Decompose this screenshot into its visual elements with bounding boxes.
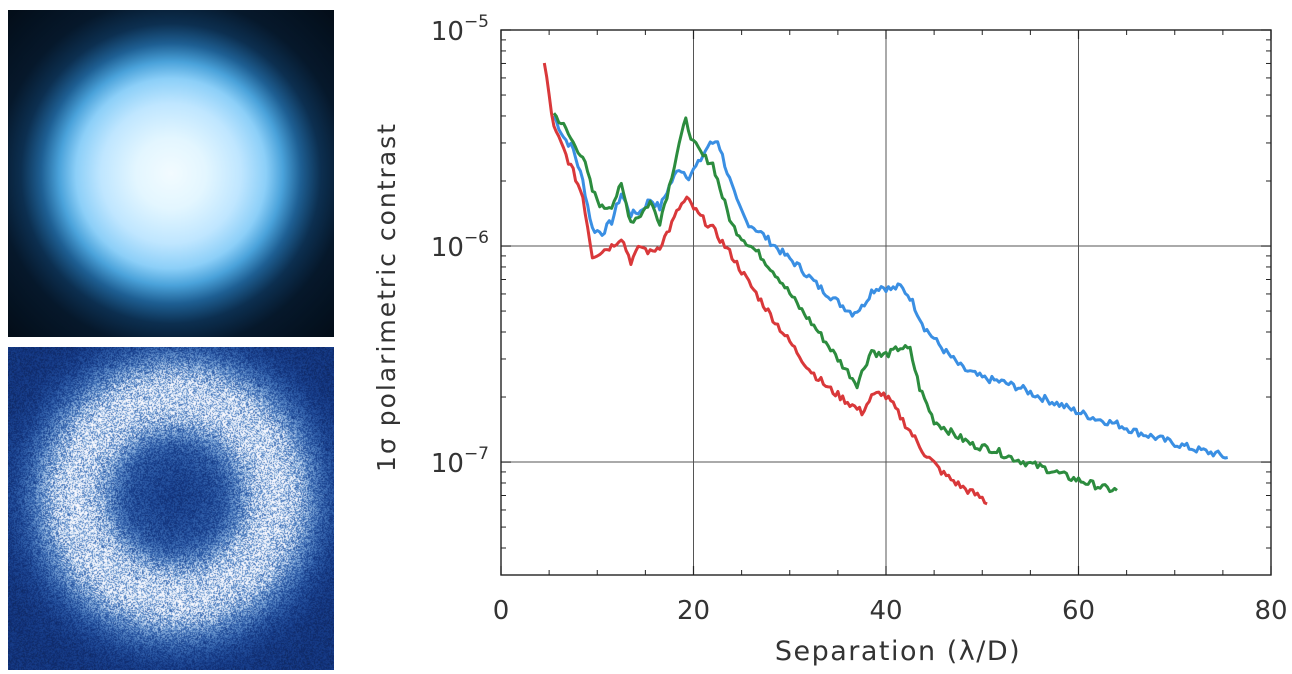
chart-svg: 0 20 40 60 80 10−5 10−6 10−7 Separation (λ/D) 1… <box>372 12 1288 667</box>
y-tick-label: 10−5 <box>431 12 489 47</box>
tick-labels: 0 20 40 60 80 10−5 10−6 10−7 <box>431 12 1288 626</box>
y-axis-label: 1σ polarimetric contrast <box>372 122 401 472</box>
intensity-image <box>8 10 334 337</box>
x-axis-label: Separation (λ/D) <box>775 636 1021 667</box>
series-line <box>542 62 988 506</box>
grid-lines <box>501 30 1271 575</box>
polarized-intensity-image <box>8 347 334 670</box>
x-tick-label: 60 <box>1062 596 1095 626</box>
axis-ticks <box>500 29 1272 576</box>
y-tick-label: 10−7 <box>431 444 489 479</box>
y-tick-exponent: −7 <box>464 444 489 464</box>
series-lines <box>542 62 1229 506</box>
y-tick-label: 10−6 <box>431 228 489 263</box>
x-tick-label: 40 <box>869 596 902 626</box>
y-tick-exponent: −5 <box>464 12 489 32</box>
x-tick-label: 20 <box>677 596 710 626</box>
x-tick-label: 80 <box>1254 596 1287 626</box>
y-tick-exponent: −6 <box>464 228 489 248</box>
series-line <box>552 115 1229 460</box>
x-tick-label: 0 <box>493 596 510 626</box>
contrast-chart: 0 20 40 60 80 10−5 10−6 10−7 Separation (λ/D) 1… <box>364 12 1292 670</box>
series-line <box>552 112 1118 494</box>
noise-ring-canvas <box>8 347 334 670</box>
